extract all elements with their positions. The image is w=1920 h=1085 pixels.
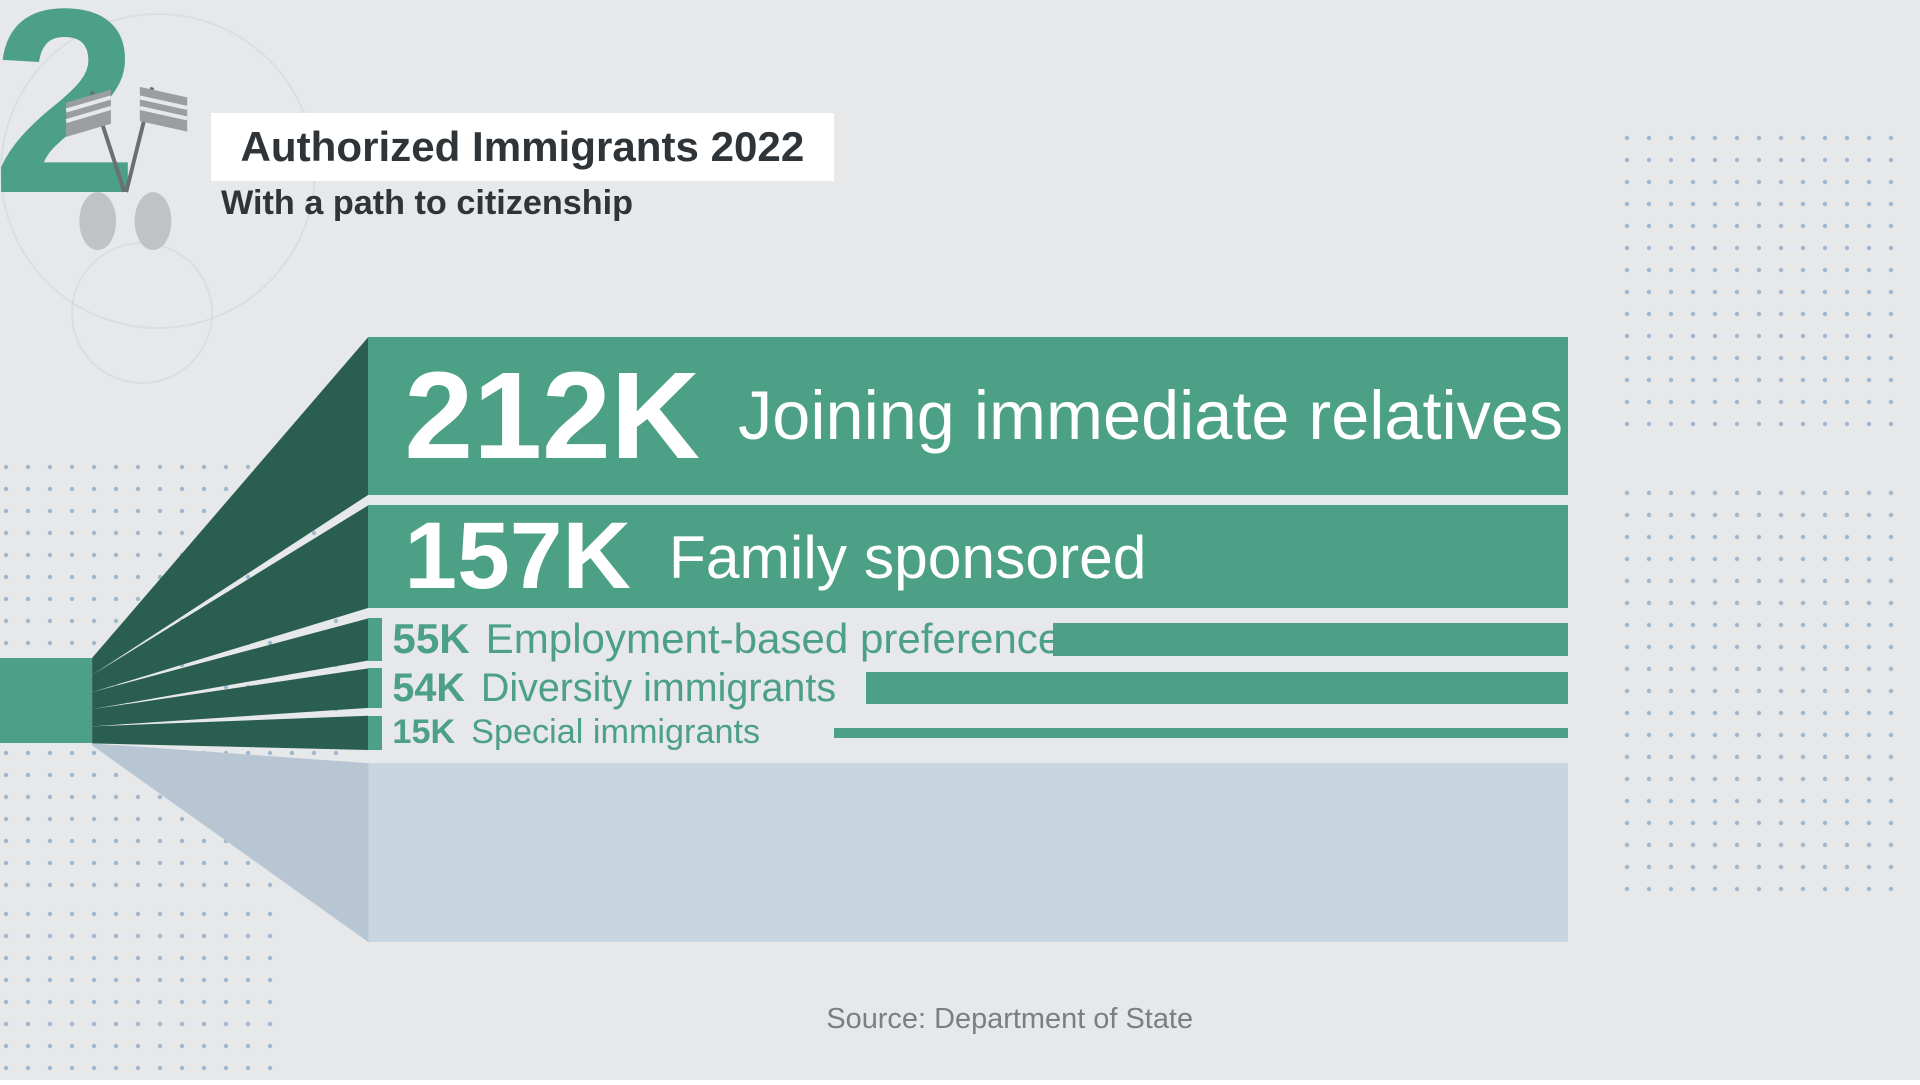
page-subtitle: With a path to citizenship	[221, 184, 633, 223]
bar-lead-tick	[368, 716, 382, 750]
bar-trailing-fill	[834, 728, 1568, 739]
bar-trailing-fill	[866, 672, 1569, 704]
floor-block	[368, 763, 1568, 942]
infographic-canvas: 2 Authorized Immigrants 2022With a path …	[0, 0, 1920, 1080]
origin-block	[0, 658, 92, 744]
bar-label: Special immigrants	[471, 713, 760, 752]
bar-value: 15K	[392, 713, 455, 752]
page-title: Authorized Immigrants 2022	[211, 113, 835, 181]
bar-label: Diversity immigrants	[481, 666, 836, 711]
bar-label: Family sponsored	[669, 522, 1147, 592]
bar-value: 55K	[392, 615, 469, 663]
bar-row: 212K Joining immediate relatives	[368, 337, 1568, 495]
bar-label: Joining immediate relatives	[738, 377, 1563, 455]
dot-pattern	[0, 908, 276, 1079]
bar-value: 157K	[404, 502, 630, 611]
bar-row: 55K Employment-based preference	[368, 618, 1568, 660]
bar-row: 157K Family sponsored	[368, 505, 1568, 608]
bar-value: 54K	[392, 666, 464, 711]
dot-pattern	[1621, 132, 1897, 435]
bar-row: 15K Special immigrants	[368, 716, 1568, 750]
bar-row: 54K Diversity immigrants	[368, 668, 1568, 707]
bar-lead-tick	[368, 618, 382, 660]
bar-value: 212K	[404, 345, 700, 487]
dot-pattern	[1621, 487, 1897, 895]
flags-hands-icon	[53, 79, 198, 276]
source-citation: Source: Department of State	[826, 1003, 1193, 1036]
bar-label: Employment-based preference	[486, 615, 1062, 663]
bar-lead-tick	[368, 668, 382, 707]
bar-trailing-fill	[1053, 623, 1569, 657]
